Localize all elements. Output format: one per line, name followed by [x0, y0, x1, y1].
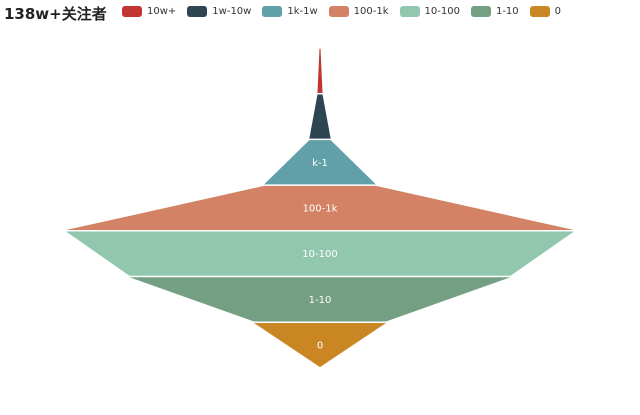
legend-item-0[interactable]: 10w+ [122, 5, 177, 17]
legend-label: 10w+ [147, 5, 177, 17]
funnel-label-5: 1-10 [309, 295, 332, 306]
legend-item-6[interactable]: 0 [529, 5, 562, 17]
funnel-label-4: 10-100 [302, 249, 337, 260]
legend-label: 100-1k [353, 5, 389, 17]
funnel-segment-2[interactable] [264, 140, 376, 185]
funnel-label-2: k-1 [312, 158, 328, 169]
legend-label: 1k-1w [287, 5, 318, 17]
legend-swatch [529, 5, 550, 17]
legend-label: 10-100 [424, 5, 460, 17]
legend-item-3[interactable]: 100-1k [328, 5, 389, 17]
legend-swatch [122, 5, 142, 17]
legend-swatch [262, 5, 283, 17]
legend-label: 1w-10w [212, 5, 252, 17]
legend-item-5[interactable]: 1-10 [470, 5, 519, 17]
legend-label: 1-10 [495, 5, 519, 17]
funnel-segment-5[interactable] [129, 277, 511, 322]
funnel-label-6: 0 [317, 341, 323, 352]
legend-item-2[interactable]: 1k-1w [262, 5, 318, 17]
legend-swatch [328, 5, 349, 17]
legend-swatch [470, 5, 491, 17]
funnel-segment-6[interactable] [253, 322, 387, 368]
funnel-label-3: 100-1k [303, 203, 338, 214]
funnel-segment-3[interactable] [66, 185, 574, 231]
legend-label: 0 [554, 5, 562, 17]
funnel-segment-4[interactable] [66, 231, 574, 276]
legend-swatch [187, 5, 208, 17]
funnel-segment-0[interactable] [317, 48, 323, 93]
legend: 10w+ 1w-10w 1k-1w 100-1k 10-100 1-10 0 [122, 4, 561, 18]
funnel-segment-1[interactable] [309, 94, 331, 139]
legend-swatch [399, 5, 420, 17]
chart-title: 138w+关注者 [4, 5, 107, 23]
legend-item-4[interactable]: 10-100 [399, 5, 460, 17]
legend-item-1[interactable]: 1w-10w [187, 5, 252, 17]
